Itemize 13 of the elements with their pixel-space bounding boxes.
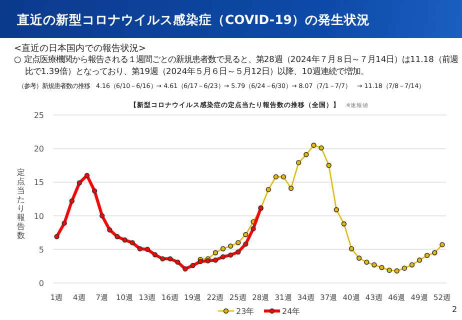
y-tick-label: 25 [34, 111, 44, 120]
legend-label: 24年 [282, 307, 300, 316]
y-tick-label: 20 [34, 144, 44, 154]
title: 直近の新型コロナウイルス感染症（COVID-19）の発生状況 [17, 12, 370, 29]
subtitle: <直近の日本国内での報告状況> [14, 42, 146, 54]
y-tick-label: 5 [38, 245, 44, 254]
y-tick-label: 10 [34, 212, 44, 221]
y-tick-label: 15 [34, 178, 44, 188]
annotation: 2 [452, 305, 458, 314]
legend-label: 23年 [236, 307, 254, 316]
y-tick-label: 0 [38, 279, 44, 288]
annotation: ○ 定点医療機関から報告される１週間ごとの新規患者数で見ると、第28週（2024年７月８日～７月14日）は11.18（前週比で1.39倍）となっており、第19週（2024年５月６日～５月12日）以降、10週連続で増加。 [14, 54, 459, 77]
ylabel: 定点当たり報告数 [17, 168, 26, 240]
